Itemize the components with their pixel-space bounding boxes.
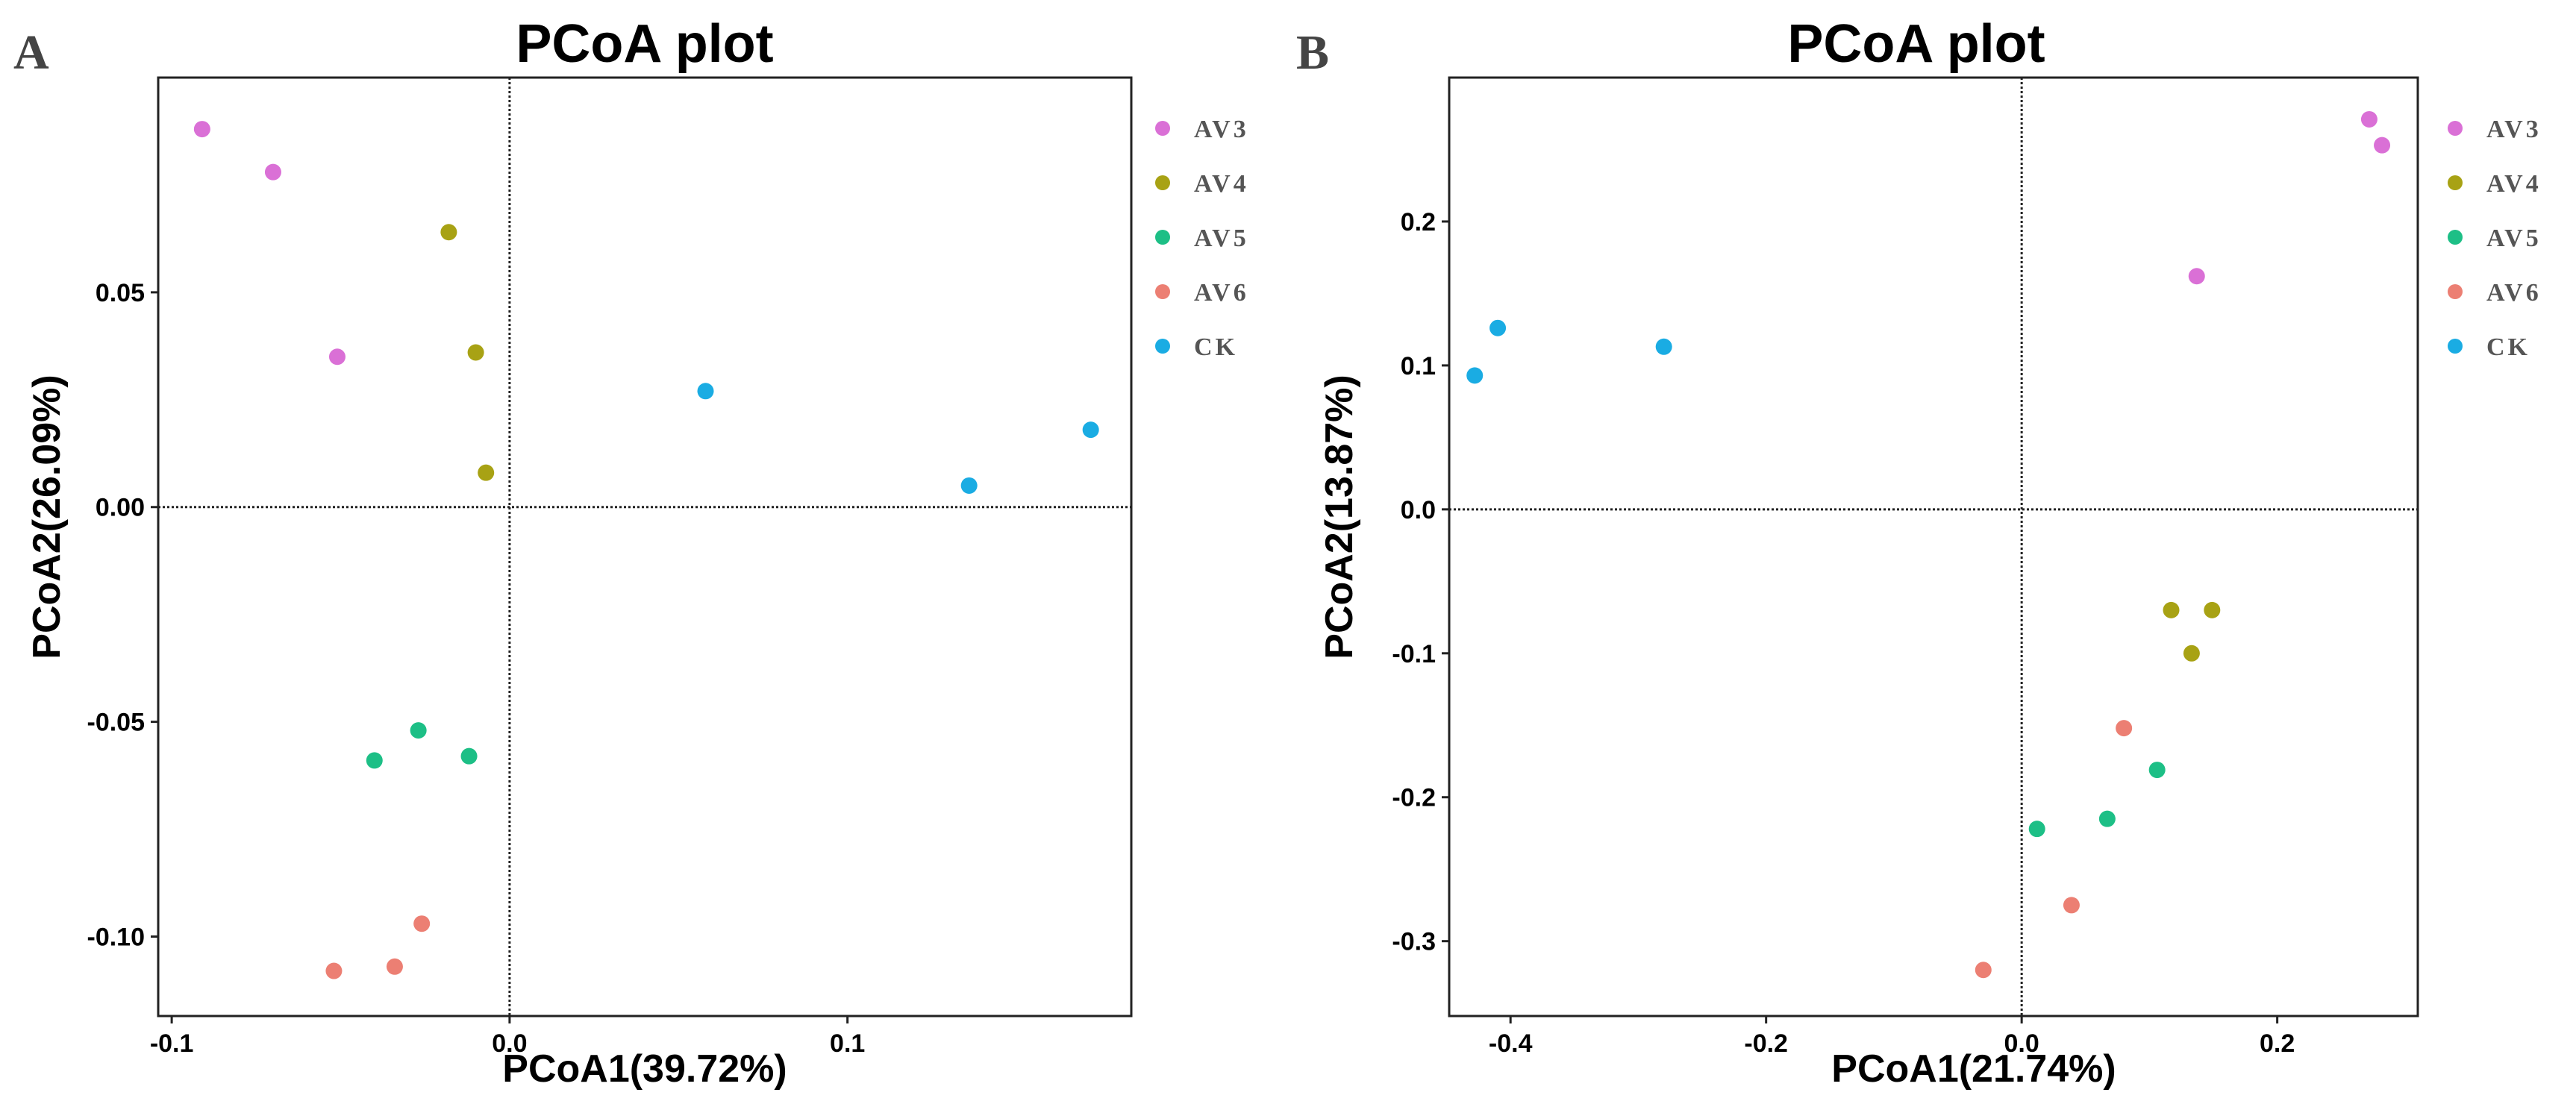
panel-b-y-tick-label: -0.3 — [1392, 928, 1436, 956]
panel-a-point-ck — [697, 383, 714, 400]
panel-a-legend-marker-ck — [1155, 339, 1170, 354]
panel-b-x-axis-label: PCoA1(21.74%) — [1831, 1047, 2116, 1091]
panel-a-point-ck — [960, 477, 978, 494]
panel-b-y-tick-label: 0.1 — [1401, 352, 1436, 380]
panel-a-y-tick-label: -0.05 — [87, 709, 146, 737]
panel-a-legend-label-av6: AV6 — [1194, 279, 1249, 307]
panel-b-x-tick-label: -0.2 — [1744, 1029, 1788, 1058]
panel-b-legend-marker-av5 — [2448, 230, 2463, 245]
panel-a-letter: A — [13, 25, 49, 80]
panel-b-y-tick-label: -0.2 — [1392, 784, 1436, 812]
panel-b-x-tick-label: 0.2 — [2260, 1029, 2295, 1058]
panel-a-plot-area: -0.1 0.0 0.1 -0.10 -0.05 0.00 0.05 — [87, 76, 1133, 1058]
panel-b-y-axis-label: PCoA2(13.87%) — [1318, 374, 1361, 659]
panel-b-legend-label-av3: AV3 — [2486, 116, 2542, 143]
panel-b-legend-label-av6: AV6 — [2486, 279, 2542, 307]
panel-b: B PCoA plot PCoA1(21.74%) PCoA2(13.87%) … — [1296, 14, 2542, 1091]
panel-b-legend: AV3 AV4 AV5 AV6 CK — [2448, 116, 2542, 361]
panel-b-point-av4 — [2183, 645, 2200, 662]
panel-b-x-tick-label: -0.4 — [1489, 1029, 1533, 1058]
panel-b-point-ck — [1466, 367, 1484, 384]
panel-b-plot-area: -0.4 -0.2 0.0 0.2 -0.3 -0.2 -0.1 0.0 0.1 0.2 — [1392, 76, 2419, 1058]
panel-a-legend-label-av3: AV3 — [1194, 116, 1249, 143]
panel-a-legend-marker-av4 — [1155, 175, 1170, 190]
panel-a-point-av4 — [440, 224, 457, 241]
panel-a-point-av5 — [366, 752, 383, 769]
panel-b-legend-marker-av4 — [2448, 175, 2463, 190]
panel-a-point-av6 — [325, 962, 343, 979]
panel-b-point-av5 — [2098, 810, 2116, 827]
panel-a-point-av5 — [460, 747, 478, 765]
panel-a-legend-marker-av3 — [1155, 121, 1170, 136]
panel-b-legend-marker-av3 — [2448, 121, 2463, 136]
panel-b-point-av3 — [2374, 137, 2391, 154]
panel-a-point-av3 — [193, 121, 210, 138]
panel-a-legend-label-ck: CK — [1194, 333, 1238, 361]
panel-a-point-av5 — [410, 722, 427, 739]
panel-a-point-av6 — [413, 915, 431, 932]
panel-b-legend-label-ck: CK — [2486, 333, 2530, 361]
panel-a: A PCoA plot PCoA1(39.72%) PCoA2(26.09%) … — [13, 14, 1249, 1091]
panel-b-point-av3 — [2360, 110, 2378, 128]
panel-a-x-tick-label: -0.1 — [150, 1029, 194, 1058]
panel-b-point-av4 — [2204, 601, 2221, 618]
panel-b-legend-marker-av6 — [2448, 284, 2463, 299]
panel-b-y-tick-label: 0.0 — [1401, 496, 1436, 524]
panel-a-point-av3 — [264, 163, 281, 181]
panel-a-legend-marker-av5 — [1155, 230, 1170, 245]
panel-a-plot-frame — [157, 76, 1133, 1018]
panel-a-y-tick-label: 0.00 — [96, 494, 145, 522]
panel-b-title: PCoA plot — [1787, 14, 2045, 74]
panel-b-point-ck — [1489, 319, 1507, 336]
panel-b-letter: B — [1296, 25, 1329, 80]
panel-a-legend-label-av4: AV4 — [1194, 170, 1249, 198]
panel-b-x-tick-label: 0.0 — [2004, 1029, 2039, 1058]
panel-a-point-av4 — [478, 464, 495, 481]
panel-a-legend-marker-av6 — [1155, 284, 1170, 299]
panel-b-y-tick-label: -0.1 — [1392, 640, 1436, 668]
panel-a-y-tick-label: 0.05 — [96, 279, 145, 307]
panel-b-point-av4 — [2163, 601, 2180, 618]
panel-b-legend-marker-ck — [2448, 339, 2463, 354]
panel-b-point-ck — [1655, 338, 1672, 355]
panel-a-y-tick-label: -0.10 — [87, 923, 146, 951]
panel-a-x-tick-label: 0.0 — [492, 1029, 527, 1058]
panel-b-point-av3 — [2188, 268, 2205, 285]
panel-b-point-av5 — [2148, 762, 2166, 779]
panel-a-legend: AV3 AV4 AV5 AV6 CK — [1155, 116, 1249, 361]
panel-a-point-av3 — [328, 348, 346, 366]
panel-a-legend-label-av5: AV5 — [1194, 225, 1249, 252]
panel-b-legend-label-av5: AV5 — [2486, 225, 2542, 252]
panel-a-x-tick-label: 0.1 — [830, 1029, 865, 1058]
panel-a-point-ck — [1082, 421, 1099, 439]
panel-b-point-av5 — [2028, 821, 2045, 838]
panel-b-plot-frame — [1448, 76, 2419, 1018]
panel-b-y-tick-label: 0.2 — [1401, 208, 1436, 236]
panel-b-point-av6 — [2063, 897, 2080, 914]
panel-a-x-axis-label: PCoA1(39.72%) — [502, 1047, 787, 1091]
panel-b-point-av6 — [2116, 720, 2133, 737]
panel-a-y-axis-label: PCoA2(26.09%) — [25, 374, 69, 659]
panel-a-point-av6 — [386, 958, 403, 975]
panel-b-point-av6 — [1975, 962, 1992, 979]
panel-a-title: PCoA plot — [516, 14, 773, 74]
panel-a-point-av4 — [467, 344, 484, 361]
panel-b-legend-label-av4: AV4 — [2486, 170, 2542, 198]
